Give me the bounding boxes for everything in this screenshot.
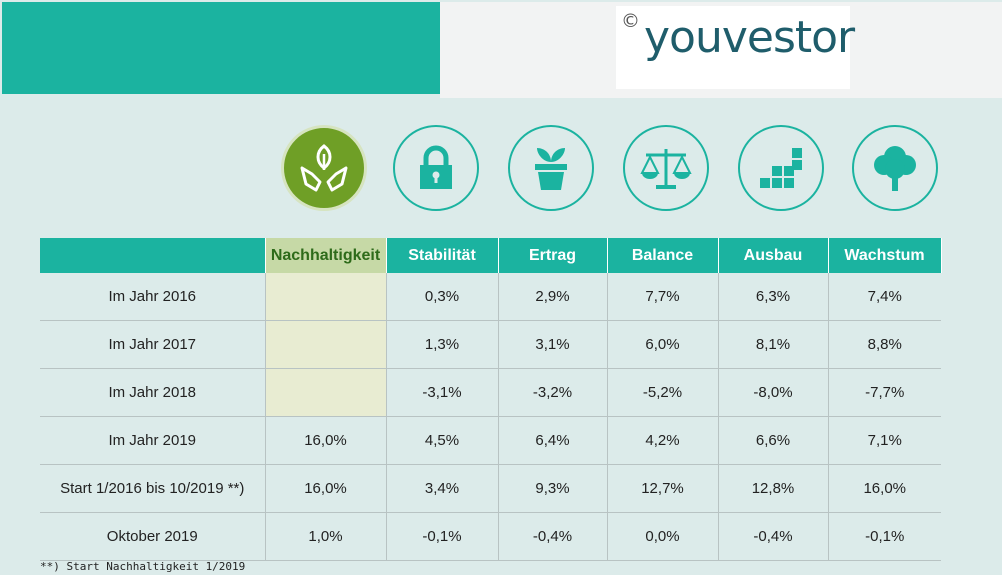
header-ausbau: Ausbau — [718, 238, 829, 273]
table-cell: 16,0% — [265, 416, 387, 465]
tree-icon[interactable] — [852, 125, 938, 211]
plant-pot-icon[interactable] — [508, 125, 594, 211]
youvestor-logo: © youvestor — [616, 6, 855, 89]
table-cell: 4,2% — [607, 416, 719, 465]
table-cell: 7,7% — [607, 273, 719, 321]
table-cell: 8,8% — [828, 320, 941, 369]
table-cell: -0,1% — [386, 512, 499, 561]
table-cell: 12,8% — [718, 464, 829, 513]
header-balance: Balance — [607, 238, 719, 273]
row-label: Start 1/2016 bis 10/2019 **) — [40, 464, 266, 513]
lock-icon[interactable] — [393, 125, 479, 211]
table-cell: 7,1% — [828, 416, 941, 465]
table-cell — [265, 273, 387, 321]
table-cell: 6,0% — [607, 320, 719, 369]
table-cell: 0,0% — [607, 512, 719, 561]
table-cell: 16,0% — [265, 464, 387, 513]
table-cell: 3,4% — [386, 464, 499, 513]
header-wachstum: Wachstum — [828, 238, 942, 273]
table-row: Oktober 2019 1,0% -0,1% -0,4% 0,0% -0,4%… — [40, 512, 941, 561]
table-cell — [265, 320, 387, 369]
blocks-icon[interactable] — [738, 125, 824, 211]
header-blank-cell — [40, 238, 266, 273]
table-header-row: Nachhaltigkeit Stabilität Ertrag Balance… — [40, 238, 942, 273]
table-cell: -8,0% — [718, 368, 829, 417]
table-row: Im Jahr 2016 0,3% 2,9% 7,7% 6,3% 7,4% — [40, 273, 941, 321]
table-cell: -3,1% — [386, 368, 499, 417]
header-teal-banner — [2, 2, 440, 94]
header-stabilitaet: Stabilität — [386, 238, 499, 273]
table-cell: 6,3% — [718, 273, 829, 321]
table-cell: 4,5% — [386, 416, 499, 465]
performance-table: Nachhaltigkeit Stabilität Ertrag Balance… — [40, 238, 942, 561]
table-cell: 16,0% — [828, 464, 941, 513]
row-label: Im Jahr 2019 — [40, 416, 266, 465]
table-cell: 7,4% — [828, 273, 941, 321]
hands-leaf-icon[interactable] — [281, 125, 367, 211]
table-cell: 2,9% — [498, 273, 608, 321]
footnote: **) Start Nachhaltigkeit 1/2019 — [40, 560, 246, 573]
table-cell: 6,6% — [718, 416, 829, 465]
table-cell: 0,3% — [386, 273, 499, 321]
table-cell — [265, 368, 387, 417]
table-row: Im Jahr 2018 -3,1% -3,2% -5,2% -8,0% -7,… — [40, 368, 941, 417]
table-row: Im Jahr 2019 16,0% 4,5% 6,4% 4,2% 6,6% 7… — [40, 416, 941, 465]
table-cell: -3,2% — [498, 368, 608, 417]
table-cell: 9,3% — [498, 464, 608, 513]
table-cell: -0,4% — [498, 512, 608, 561]
header-ertrag: Ertrag — [498, 238, 608, 273]
table-cell: -7,7% — [828, 368, 941, 417]
table-cell: -0,1% — [828, 512, 941, 561]
table-cell: 8,1% — [718, 320, 829, 369]
table-row: Im Jahr 2017 1,3% 3,1% 6,0% 8,1% 8,8% — [40, 320, 941, 369]
row-label: Im Jahr 2016 — [40, 273, 266, 321]
table-cell: -5,2% — [607, 368, 719, 417]
table-cell: -0,4% — [718, 512, 829, 561]
table-cell: 1,3% — [386, 320, 499, 369]
row-label: Im Jahr 2017 — [40, 320, 266, 369]
scales-icon[interactable] — [623, 125, 709, 211]
table-cell: 12,7% — [607, 464, 719, 513]
table-row: Start 1/2016 bis 10/2019 **) 16,0% 3,4% … — [40, 464, 941, 513]
table-cell: 6,4% — [498, 416, 608, 465]
table-cell: 1,0% — [265, 512, 387, 561]
row-label: Im Jahr 2018 — [40, 368, 266, 417]
row-label: Oktober 2019 — [40, 512, 266, 561]
copyright-mark: © — [621, 10, 640, 32]
header-nachhaltigkeit: Nachhaltigkeit — [265, 238, 387, 273]
table-cell: 3,1% — [498, 320, 608, 369]
logo-text: youvestor — [644, 12, 855, 63]
